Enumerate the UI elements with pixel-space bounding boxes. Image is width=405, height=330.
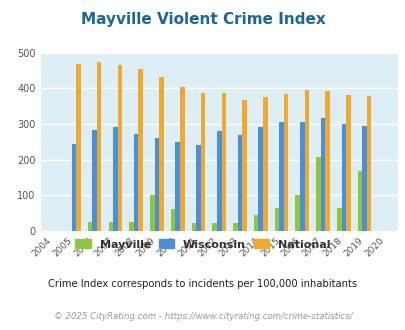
Bar [92, 130, 97, 231]
Text: Mayville Violent Crime Index: Mayville Violent Crime Index [81, 12, 324, 26]
Bar [242, 100, 246, 231]
Bar [315, 157, 320, 231]
Bar [232, 223, 237, 231]
Bar [117, 65, 122, 231]
Bar [324, 90, 329, 231]
Bar [345, 95, 350, 231]
Bar [295, 195, 299, 231]
Bar [357, 172, 362, 231]
Bar [299, 122, 304, 231]
Bar [253, 215, 258, 231]
Bar [274, 208, 279, 231]
Bar [262, 97, 267, 231]
Bar [113, 127, 117, 231]
Bar [336, 208, 341, 231]
Bar [237, 135, 242, 231]
Bar [97, 62, 101, 231]
Bar [134, 134, 138, 231]
Bar [362, 126, 366, 231]
Bar [200, 93, 205, 231]
Bar [216, 131, 221, 231]
Bar [212, 223, 216, 231]
Bar [320, 118, 324, 231]
Bar [196, 145, 200, 231]
Bar [150, 195, 154, 231]
Legend: Mayville, Wisconsin, National: Mayville, Wisconsin, National [73, 237, 332, 252]
Bar [159, 77, 163, 231]
Bar [138, 69, 143, 231]
Bar [304, 89, 309, 231]
Text: Crime Index corresponds to incidents per 100,000 inhabitants: Crime Index corresponds to incidents per… [48, 279, 357, 289]
Text: © 2025 CityRating.com - https://www.cityrating.com/crime-statistics/: © 2025 CityRating.com - https://www.city… [53, 312, 352, 321]
Bar [129, 222, 134, 231]
Bar [366, 96, 371, 231]
Bar [283, 94, 288, 231]
Bar [175, 142, 179, 231]
Bar [258, 127, 262, 231]
Bar [87, 222, 92, 231]
Bar [191, 223, 196, 231]
Bar [71, 144, 76, 231]
Bar [76, 64, 81, 231]
Bar [154, 138, 159, 231]
Bar [171, 209, 175, 231]
Bar [108, 222, 113, 231]
Bar [279, 122, 283, 231]
Bar [221, 93, 226, 231]
Bar [179, 87, 184, 231]
Bar [341, 124, 345, 231]
